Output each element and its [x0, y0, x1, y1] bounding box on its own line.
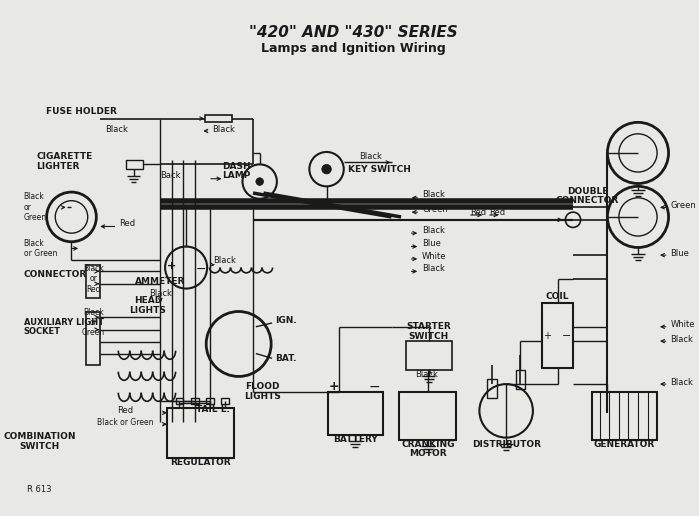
Text: REGULATOR: REGULATOR: [170, 458, 231, 467]
Text: −: −: [561, 331, 571, 341]
Text: Black: Black: [422, 264, 445, 273]
Text: Red: Red: [489, 207, 505, 217]
Bar: [206, 115, 232, 122]
Text: Black
or
Green: Black or Green: [82, 308, 105, 337]
Bar: [222, 398, 229, 404]
Text: Red: Red: [117, 406, 134, 415]
Text: BAT.: BAT.: [275, 354, 296, 363]
Bar: [175, 398, 183, 404]
Text: MOTOR: MOTOR: [409, 449, 447, 458]
Text: LIGHTS: LIGHTS: [129, 306, 166, 315]
Text: +: +: [167, 261, 176, 271]
Text: COMBINATION: COMBINATION: [3, 432, 76, 441]
Text: R 613: R 613: [27, 485, 51, 494]
Text: −: −: [195, 263, 206, 276]
Text: Black or Green: Black or Green: [97, 418, 154, 427]
Text: DASH: DASH: [222, 162, 251, 171]
Text: Black: Black: [422, 190, 445, 200]
Text: −: −: [368, 380, 380, 394]
Text: Back: Back: [160, 171, 181, 181]
Text: LIGHTS: LIGHTS: [244, 392, 281, 401]
Bar: [86, 313, 100, 365]
Text: Black: Black: [105, 124, 128, 134]
Text: AMMETER: AMMETER: [135, 278, 185, 286]
Text: Black
or
Green: Black or Green: [24, 192, 47, 222]
Bar: [206, 398, 214, 404]
Bar: [399, 392, 456, 440]
Bar: [516, 370, 525, 389]
Text: CONNECTOR: CONNECTOR: [24, 270, 87, 279]
Text: Black
or
Red: Black or Red: [83, 264, 104, 294]
Text: Red: Red: [470, 207, 486, 217]
Text: White: White: [670, 320, 695, 329]
Text: Black: Black: [149, 289, 172, 298]
Bar: [406, 341, 452, 370]
Text: FLOOD: FLOOD: [245, 382, 280, 392]
Text: CRANKING: CRANKING: [401, 440, 454, 449]
Bar: [328, 392, 383, 434]
Text: SWITCH: SWITCH: [20, 442, 60, 450]
Text: Green: Green: [670, 201, 696, 210]
Text: GENERATOR: GENERATOR: [594, 440, 655, 449]
Text: KEY SWITCH: KEY SWITCH: [347, 165, 410, 174]
Text: Black: Black: [670, 378, 693, 386]
Text: COIL: COIL: [546, 292, 570, 301]
Text: DOUBLE: DOUBLE: [567, 187, 608, 196]
Text: Lamps and Ignition Wiring: Lamps and Ignition Wiring: [261, 42, 446, 55]
Text: STARTER: STARTER: [406, 322, 451, 331]
Text: DISTRIBUTOR: DISTRIBUTOR: [472, 440, 540, 449]
Circle shape: [322, 165, 331, 174]
Bar: [126, 159, 143, 169]
Text: "420" AND "430" SERIES: "420" AND "430" SERIES: [249, 25, 458, 40]
Text: FUSE HOLDER: FUSE HOLDER: [45, 107, 117, 116]
Text: CONNECTOR: CONNECTOR: [556, 196, 619, 205]
Text: Black: Black: [212, 124, 235, 134]
Text: BATTERY: BATTERY: [333, 435, 377, 444]
Text: HEAD: HEAD: [134, 297, 162, 305]
Text: CIGARETTE: CIGARETTE: [36, 152, 92, 161]
Bar: [542, 303, 573, 368]
Text: LAMP: LAMP: [222, 171, 251, 181]
Text: Black: Black: [422, 226, 445, 235]
Bar: [167, 408, 234, 458]
Circle shape: [256, 178, 264, 185]
Text: +: +: [543, 331, 552, 341]
Bar: [191, 398, 199, 404]
Text: Blue: Blue: [422, 239, 441, 248]
Text: LIGHTER: LIGHTER: [36, 162, 80, 171]
Bar: [592, 392, 657, 440]
Text: SWITCH: SWITCH: [409, 332, 449, 341]
Text: +: +: [329, 380, 340, 394]
Text: Black: Black: [213, 256, 236, 265]
Text: Black: Black: [359, 152, 382, 161]
Text: TAIL L.: TAIL L.: [196, 406, 229, 414]
Text: White: White: [422, 252, 447, 261]
Text: SOCKET: SOCKET: [24, 327, 61, 336]
Text: Black
or Green: Black or Green: [24, 239, 57, 258]
Text: Green: Green: [422, 205, 448, 214]
Bar: [487, 379, 496, 398]
Text: Red: Red: [120, 219, 136, 228]
Text: IGN.: IGN.: [275, 316, 296, 325]
Text: Black: Black: [670, 335, 693, 344]
Text: Blue: Blue: [670, 249, 689, 257]
Text: Black: Black: [415, 370, 438, 379]
Text: AUXILIARY LIGHT: AUXILIARY LIGHT: [24, 317, 103, 327]
Bar: [86, 265, 100, 298]
